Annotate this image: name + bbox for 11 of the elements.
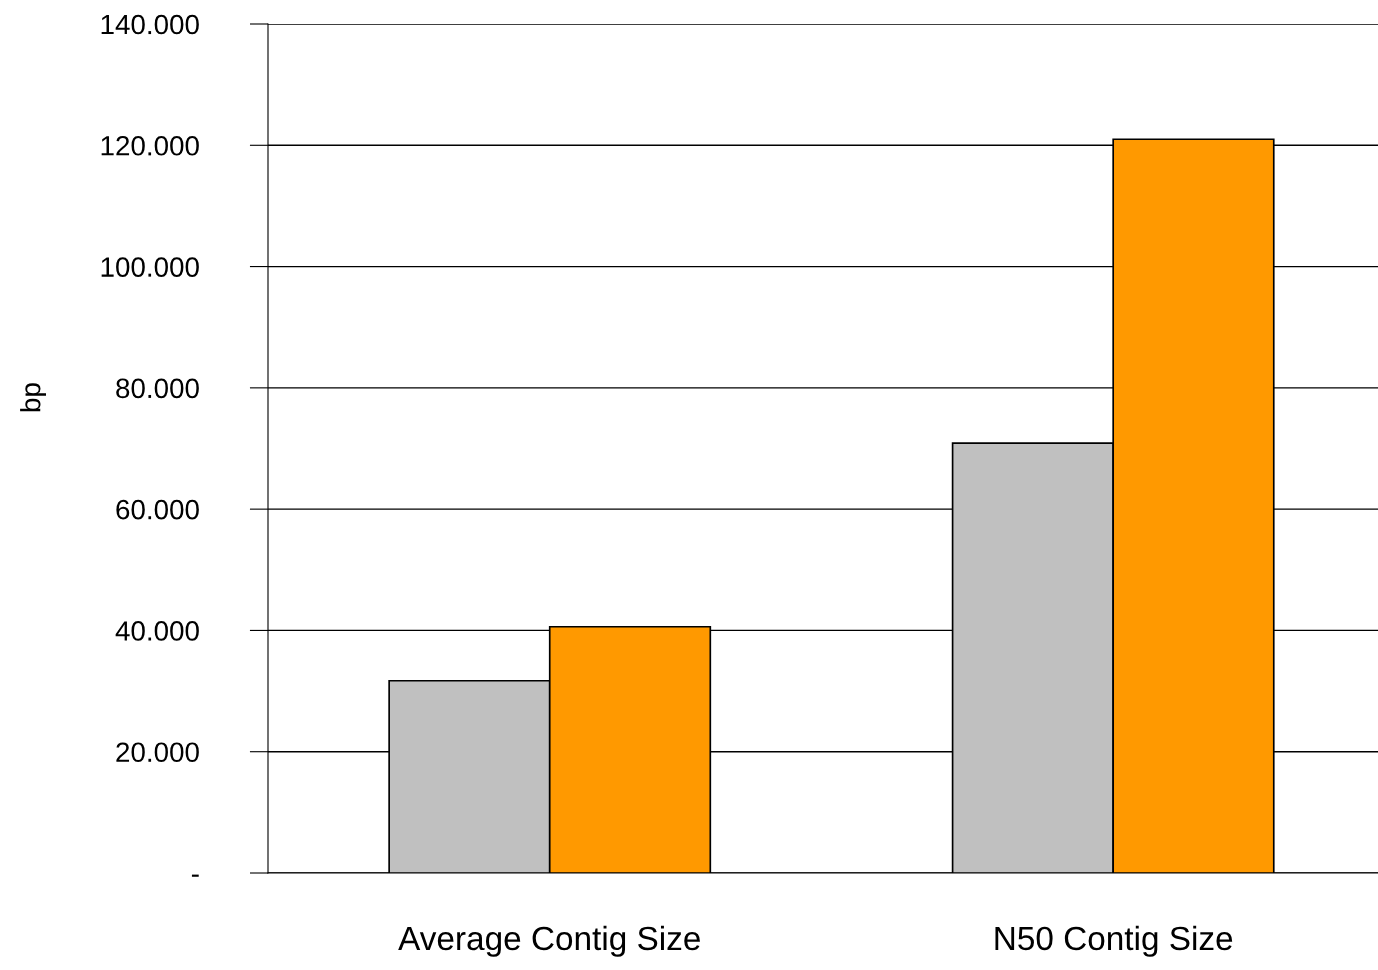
y-tick-label: 120.000	[101, 135, 199, 156]
y-tick-label: 100.000	[101, 257, 199, 277]
y-tick-label: 140.000	[101, 14, 199, 35]
y-tick-label: 60.000	[116, 499, 199, 520]
y-tick-label: 20.000	[116, 742, 199, 763]
y-tick-label: -	[191, 874, 199, 877]
y-tick-label: 40.000	[115, 621, 199, 641]
y-axis-title: bp	[20, 383, 46, 412]
y-tick-label: 80.000	[116, 378, 199, 399]
x-tick-label: Average Contig Size	[398, 925, 700, 957]
x-tick-label: N50 Contig Size	[995, 925, 1233, 957]
